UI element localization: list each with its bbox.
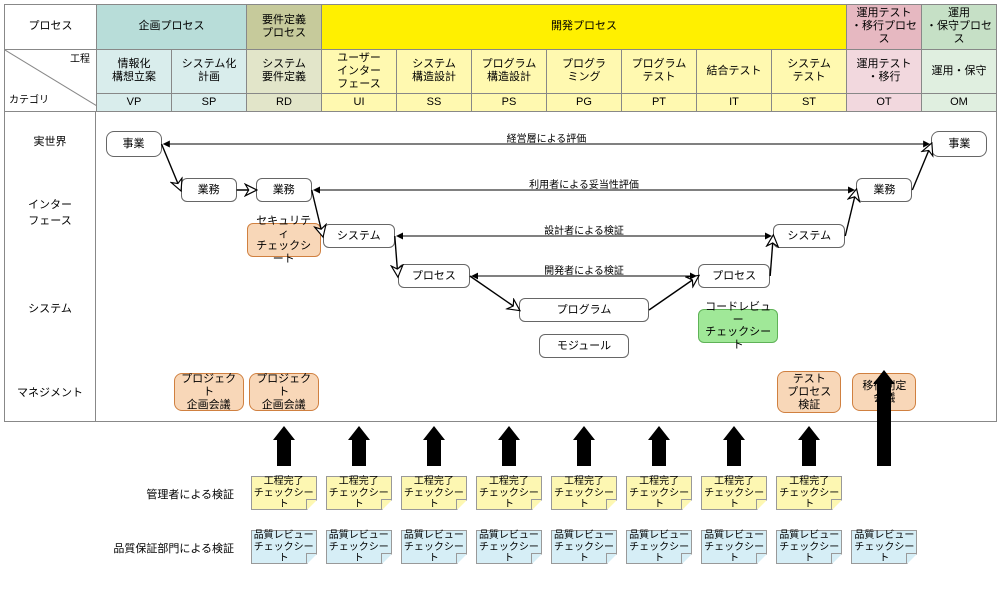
- sticky-note: 工程完了チェックシート: [776, 476, 842, 510]
- sticky-note: 工程完了チェックシート: [701, 476, 767, 510]
- row-iface-label: インターフェース: [4, 170, 96, 254]
- phase-label-row: 工程 カテゴリ 情報化構想立案 システム化計画 システム要件定義 ユーザーインタ…: [5, 49, 997, 94]
- up-arrow-icon: [723, 426, 745, 470]
- header-table: プロセス 企画プロセス 要件定義プロセス 開発プロセス 運用テスト・移行プロセス…: [4, 4, 997, 112]
- sticky-note: 工程完了チェックシート: [401, 476, 467, 510]
- sticky-note: 工程完了チェックシート: [626, 476, 692, 510]
- up-arrow-icon: [273, 426, 295, 470]
- phase-2: システム要件定義: [247, 49, 322, 94]
- phase-10: 運用テスト・移行: [847, 49, 922, 94]
- row-mgmt: マネジメント: [4, 362, 997, 422]
- code-3: UI: [322, 94, 397, 112]
- procgroup-2: 開発プロセス: [322, 5, 847, 50]
- row-iface: インターフェース: [4, 170, 997, 254]
- code-1: SP: [172, 94, 247, 112]
- sticky-note: 工程完了チェックシート: [251, 476, 317, 510]
- check-row-1: 管理者による検証 工程完了チェックシート工程完了チェックシート工程完了チェックシ…: [4, 472, 997, 516]
- lower-section: 管理者による検証 工程完了チェックシート工程完了チェックシート工程完了チェックシ…: [4, 422, 997, 570]
- code-11: OM: [922, 94, 997, 112]
- up-arrow-icon: [423, 426, 445, 470]
- code-10: OT: [847, 94, 922, 112]
- corner-koutei: 工程 カテゴリ: [5, 49, 97, 112]
- procgroup-0: 企画プロセス: [97, 5, 247, 50]
- code-4: SS: [397, 94, 472, 112]
- phase-1: システム化計画: [172, 49, 247, 94]
- phase-0: 情報化構想立案: [97, 49, 172, 94]
- sticky-note: 品質レビューチェックシート: [401, 530, 467, 564]
- up-arrow-icon: [798, 426, 820, 470]
- row-system-label: システム: [4, 254, 96, 362]
- up-arrow-icon: [573, 426, 595, 470]
- up-arrow-icon: [498, 426, 520, 470]
- phase-11: 運用・保守: [922, 49, 997, 94]
- up-arrow-icon: [648, 426, 670, 470]
- code-9: ST: [772, 94, 847, 112]
- phase-code-row: VP SP RD UI SS PS PG PT IT ST OT OM: [5, 94, 997, 112]
- sticky-note: 品質レビューチェックシート: [551, 530, 617, 564]
- sticky-note: 品質レビューチェックシート: [251, 530, 317, 564]
- procgroup-1: 要件定義プロセス: [247, 5, 322, 50]
- up-arrow-icon: [348, 426, 370, 470]
- sticky-note: 工程完了チェックシート: [476, 476, 542, 510]
- arrow-row: [4, 422, 997, 472]
- check-row-1-label: 管理者による検証: [4, 486, 244, 502]
- corner-koutei-top: 工程: [70, 54, 90, 66]
- row-system: システム: [4, 254, 997, 362]
- sticky-note: 品質レビューチェックシート: [851, 530, 917, 564]
- procgroup-4: 運用・保守プロセス: [922, 5, 997, 50]
- phase-9: システムテスト: [772, 49, 847, 94]
- up-arrow-icon: [873, 370, 895, 470]
- sticky-note: 品質レビューチェックシート: [326, 530, 392, 564]
- code-6: PG: [547, 94, 622, 112]
- sticky-note: 品質レビューチェックシート: [626, 530, 692, 564]
- procgroup-3: 運用テスト・移行プロセス: [847, 5, 922, 50]
- sticky-note: 品質レビューチェックシート: [476, 530, 542, 564]
- code-2: RD: [247, 94, 322, 112]
- phase-6: プログラミング: [547, 49, 622, 94]
- row-mgmt-label: マネジメント: [4, 362, 96, 422]
- sticky-note: 工程完了チェックシート: [551, 476, 617, 510]
- check-row-2: 品質保証部門による検証 品質レビューチェックシート品質レビューチェックシート品質…: [4, 526, 997, 570]
- code-7: PT: [622, 94, 697, 112]
- code-8: IT: [697, 94, 772, 112]
- phase-3: ユーザーインターフェース: [322, 49, 397, 94]
- check-row-2-label: 品質保証部門による検証: [4, 540, 244, 556]
- sticky-note: 品質レビューチェックシート: [776, 530, 842, 564]
- corner-koutei-bottom: カテゴリ: [9, 95, 49, 107]
- diagram-root: プロセス 企画プロセス 要件定義プロセス 開発プロセス 運用テスト・移行プロセス…: [4, 4, 997, 570]
- row-real-label: 実世界: [4, 112, 96, 170]
- sticky-note: 品質レビューチェックシート: [701, 530, 767, 564]
- phase-5: プログラム構造設計: [472, 49, 547, 94]
- corner-process: プロセス: [5, 5, 97, 50]
- phase-4: システム構造設計: [397, 49, 472, 94]
- row-real: 実世界: [4, 112, 997, 170]
- phase-7: プログラムテスト: [622, 49, 697, 94]
- sticky-note: 工程完了チェックシート: [326, 476, 392, 510]
- code-5: PS: [472, 94, 547, 112]
- phase-8: 結合テスト: [697, 49, 772, 94]
- code-0: VP: [97, 94, 172, 112]
